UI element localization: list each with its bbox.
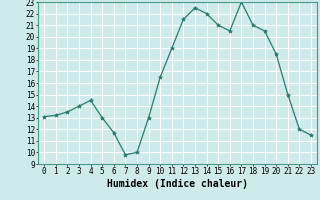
X-axis label: Humidex (Indice chaleur): Humidex (Indice chaleur)	[107, 179, 248, 189]
